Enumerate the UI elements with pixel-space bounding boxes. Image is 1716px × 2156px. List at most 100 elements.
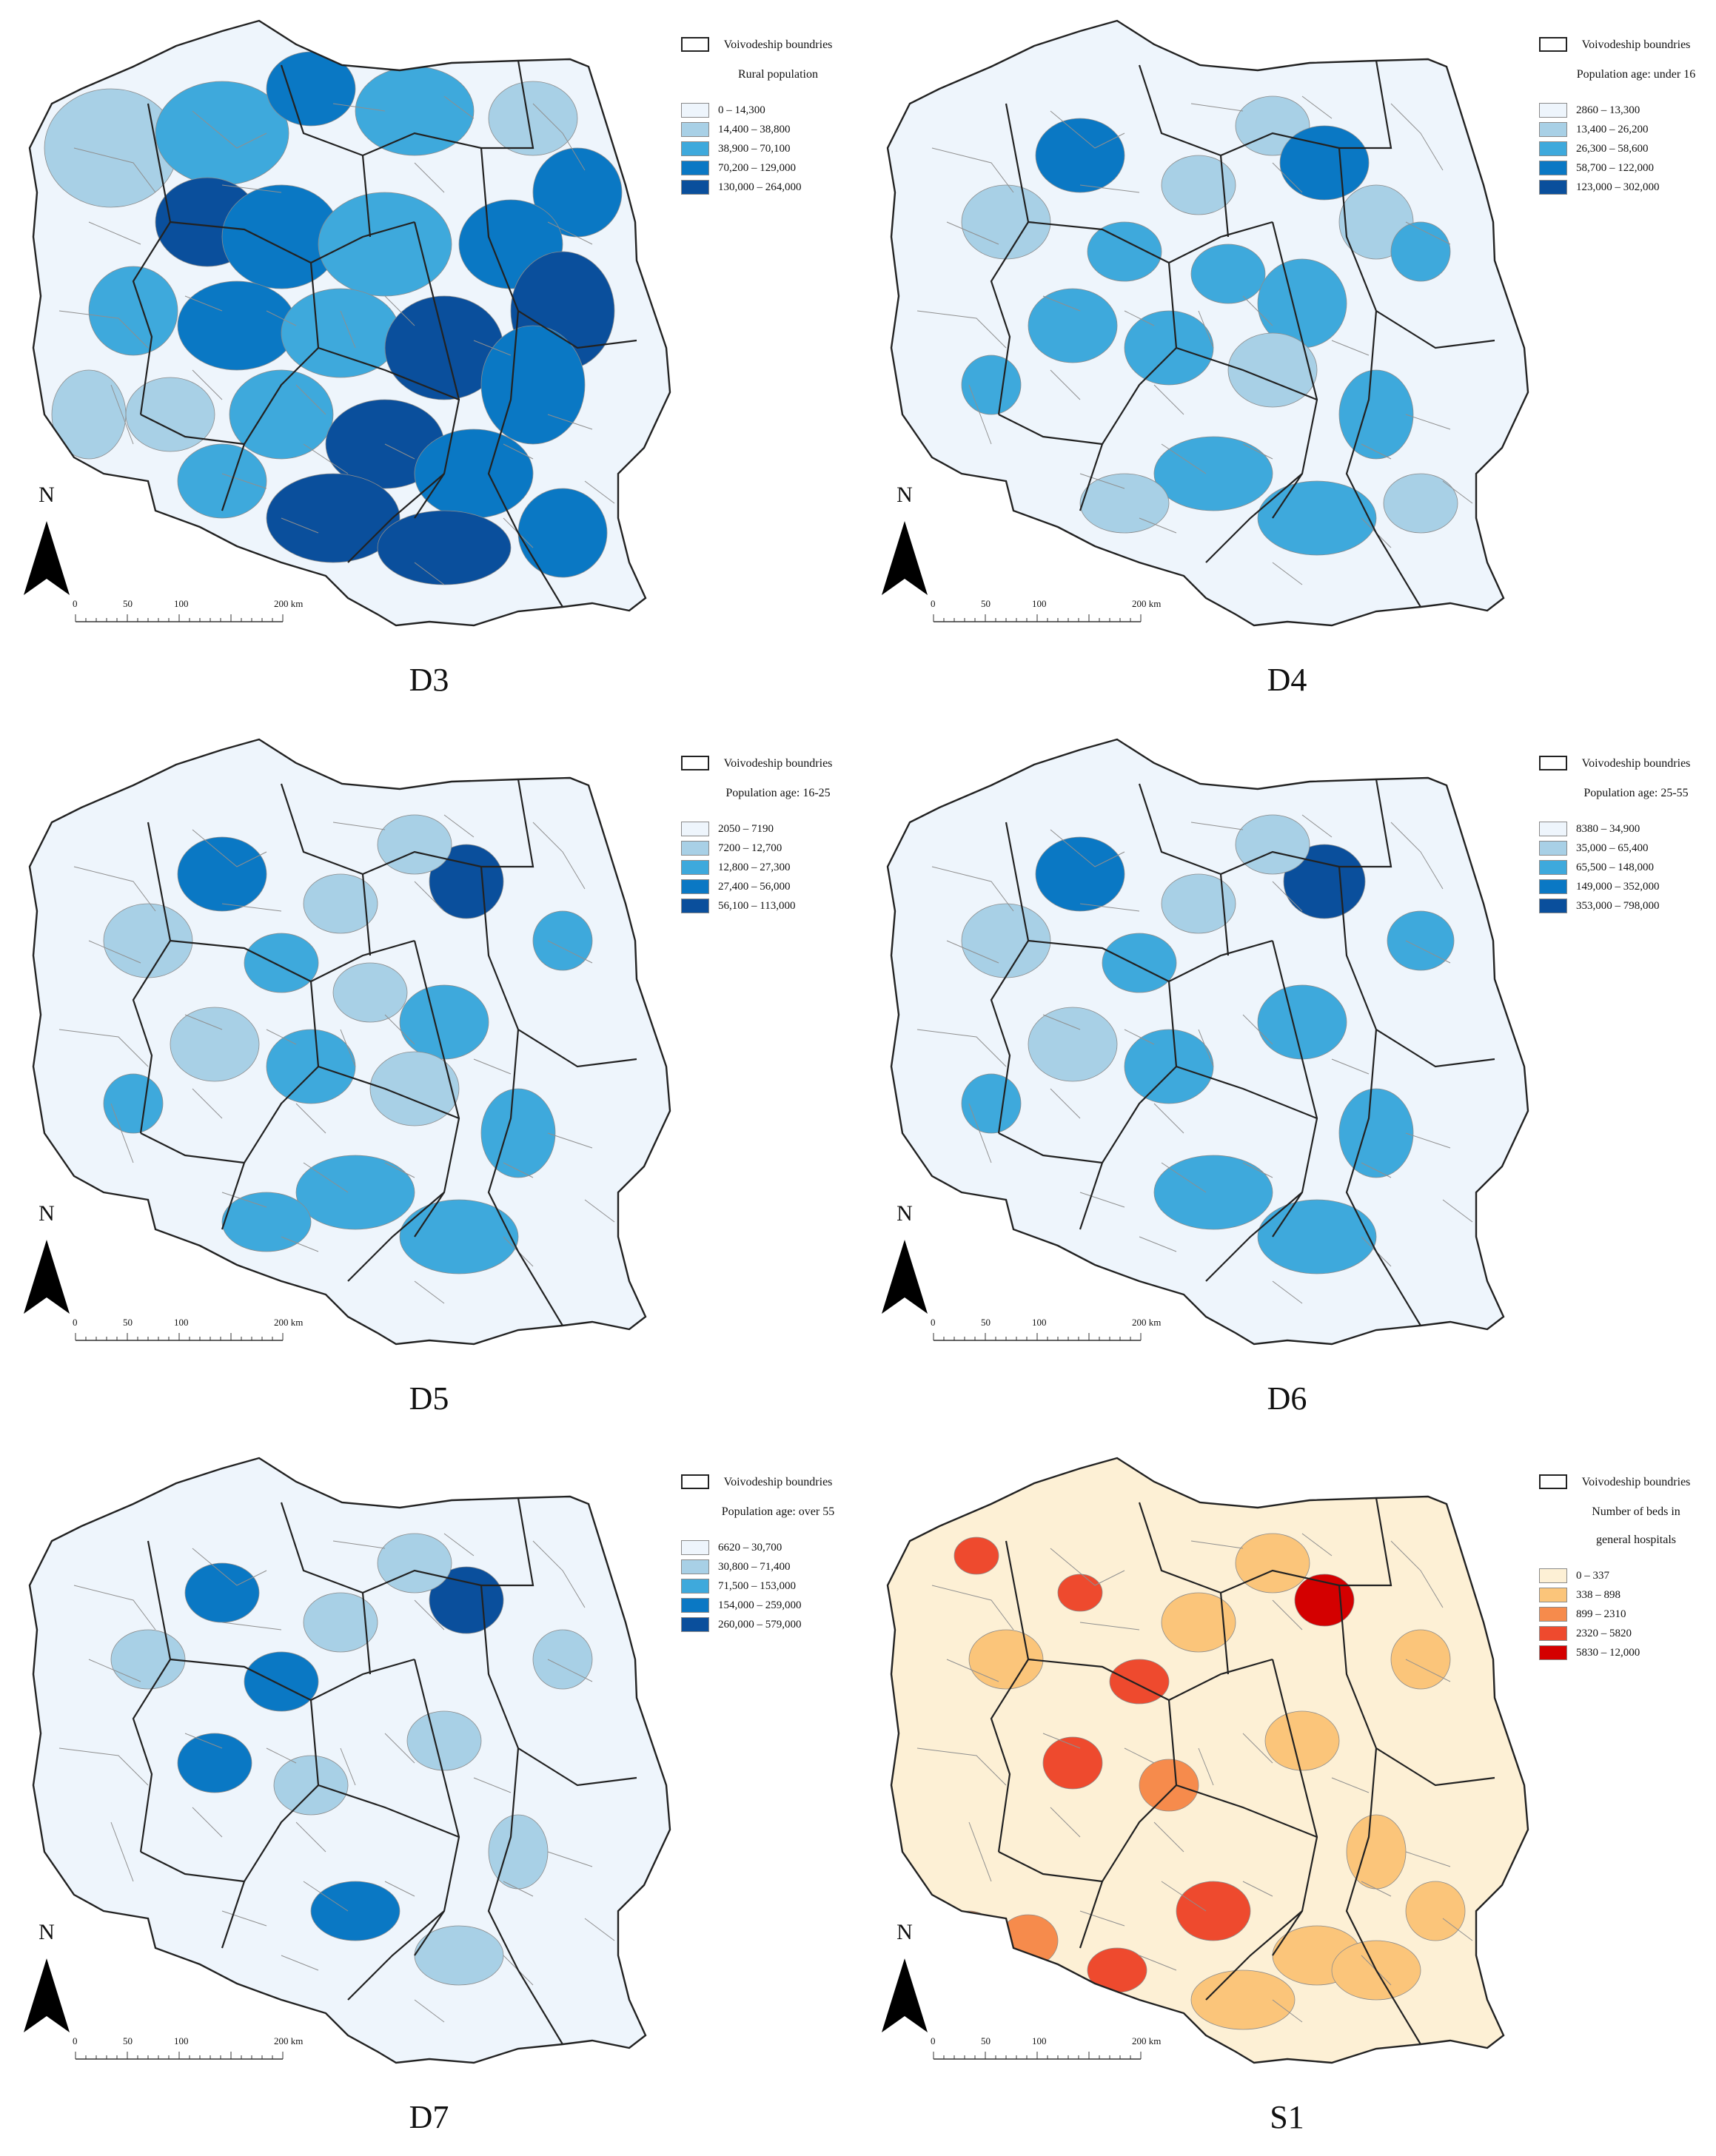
district-boundary: [547, 221, 593, 245]
district-boundary: [946, 940, 999, 964]
district-boundary: [88, 221, 141, 245]
voivodeship-boundary: [1219, 1592, 1230, 1675]
district-region: [1042, 1736, 1103, 1790]
district-boundary: [1242, 1881, 1273, 1897]
district-boundary: [1050, 1548, 1125, 1586]
country-base-fill: [30, 1458, 670, 2063]
legend-title: Population age: 16-25: [725, 787, 831, 799]
district-region: [1279, 125, 1370, 201]
district-boundary: [110, 1821, 134, 1882]
voivodeship-boundary: [318, 346, 460, 401]
district-region: [177, 281, 297, 371]
legend-class-item: 14,400 – 38,800: [681, 120, 851, 139]
legend-class-item: 2050 – 7190: [681, 819, 851, 839]
legend-class-label: 338 – 898: [1576, 1588, 1621, 1601]
legend-swatch: [681, 822, 709, 836]
district-region: [1257, 1199, 1377, 1275]
district-boundary: [1272, 1599, 1303, 1631]
district-region: [1264, 1710, 1340, 1771]
district-region: [1087, 221, 1162, 282]
district-region: [377, 1533, 452, 1594]
legend-class-item: 123,000 – 302,000: [1539, 178, 1709, 197]
district-boundary: [58, 1747, 149, 1786]
district-fills: [44, 51, 623, 585]
district-boundary: [473, 340, 512, 356]
legend-title: Number of beds in general hospitals: [1592, 1505, 1680, 1546]
district-boundary: [1242, 1733, 1273, 1764]
district-boundary: [532, 822, 586, 890]
district-region: [1387, 910, 1455, 971]
voivodeship-boundary: [140, 1851, 245, 1883]
district-boundary: [443, 1533, 475, 1556]
voivodeship-boundary: [1339, 779, 1392, 868]
legend-class-label: 260,000 – 579,000: [718, 1618, 802, 1631]
district-boundary: [340, 1747, 356, 1786]
district-boundary: [414, 1280, 445, 1304]
country-outline: [28, 738, 671, 1346]
district-region: [1390, 221, 1451, 282]
district-boundary: [1139, 517, 1177, 534]
district-boundary: [1139, 1236, 1177, 1252]
voivodeship-boundary: [132, 103, 172, 415]
scale-bar-graphic: [75, 1333, 284, 1341]
voivodeship-boundary: [140, 1132, 245, 1164]
district-boundary: [1198, 310, 1214, 349]
district-boundary: [303, 1881, 349, 1912]
district-boundary: [1272, 162, 1303, 193]
district-boundary: [1050, 1088, 1081, 1119]
legend-swatch: [1539, 1645, 1567, 1660]
map-legend: Voivodeship boundries Rural population 0 –…: [681, 33, 851, 197]
scale-tick-label: 0: [931, 598, 936, 609]
district-region: [1161, 873, 1236, 934]
legend-class-item: 56,100 – 113,000: [681, 896, 851, 916]
district-region: [266, 473, 400, 563]
district-region: [968, 1629, 1044, 1690]
district-boundary: [1161, 1881, 1207, 1912]
voivodeship-boundary: [1219, 155, 1230, 238]
voivodeship-boundary: [1345, 1029, 1421, 1326]
scale-tick-label: 50: [981, 1317, 991, 1328]
district-boundary: [414, 1599, 445, 1631]
district-boundary: [1042, 1733, 1081, 1749]
district-boundary: [443, 814, 475, 838]
country-base-fill: [888, 739, 1528, 1344]
north-arrow: N: [21, 1920, 73, 2038]
district-region: [229, 369, 334, 460]
district-region: [310, 1881, 400, 1941]
district-boundary: [1390, 103, 1444, 171]
voivodeship-boundary: [998, 1851, 1103, 1883]
district-boundary: [303, 443, 349, 474]
country-outline: [886, 1457, 1529, 2064]
district-region: [1079, 473, 1170, 534]
country-outline: [28, 19, 671, 627]
legend-swatch: [1539, 1568, 1567, 1583]
voivodeship-boundary: [1205, 1192, 1303, 1282]
north-label: N: [896, 1920, 913, 1944]
district-boundary: [1272, 1280, 1303, 1304]
north-arrow-icon: [882, 1240, 928, 1314]
voivodeship-boundary-swatch: [1539, 756, 1567, 770]
voivodeship-boundary: [1205, 1910, 1303, 2001]
district-fills: [103, 814, 593, 1275]
district-boundary: [192, 1548, 267, 1586]
district-region: [429, 844, 504, 919]
district-boundary: [916, 310, 1007, 349]
scale-bar: 0 50 100 200 km: [926, 1317, 1163, 1354]
district-boundary: [1042, 295, 1081, 312]
legend-class-label: 353,000 – 798,000: [1576, 899, 1660, 912]
voivodeship-boundary: [1079, 981, 1178, 1230]
district-region: [1109, 1659, 1170, 1705]
legend-swatch: [1539, 1626, 1567, 1641]
district-boundary: [1390, 1540, 1444, 1608]
district-boundary: [1242, 295, 1273, 326]
scale-bar: 0 50 100 200 km: [68, 1317, 305, 1354]
district-boundary: [946, 221, 999, 245]
legend-class-label: 2050 – 7190: [718, 822, 774, 835]
district-region: [1346, 1814, 1407, 1890]
district-boundary: [266, 1747, 297, 1764]
district-region: [1057, 1574, 1103, 1612]
panel-label: D6: [1267, 1380, 1307, 1417]
voivodeship-boundary: [1345, 1747, 1421, 2045]
district-boundary: [73, 866, 156, 912]
district-region: [961, 1073, 1022, 1134]
